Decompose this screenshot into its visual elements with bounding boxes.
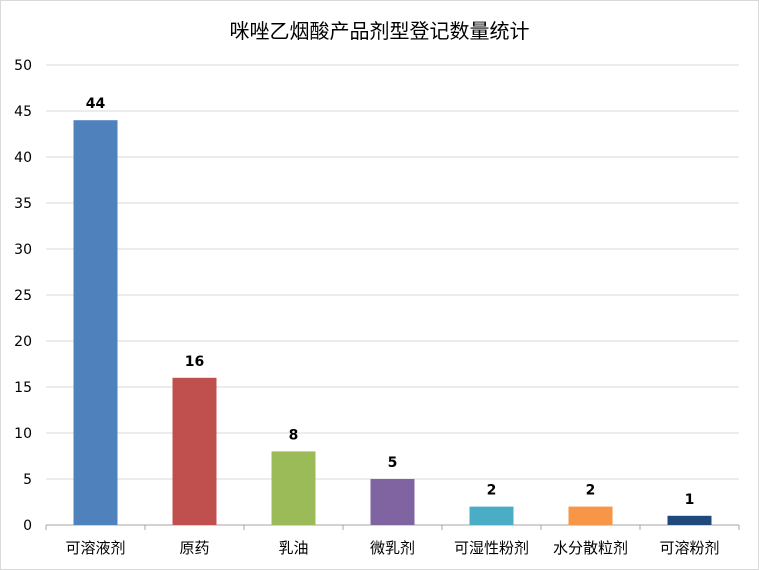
x-tick-label: 乳油 [278, 539, 308, 557]
x-tick-label: 可溶粉剂 [659, 539, 719, 557]
x-tick-label: 水分散粒剂 [553, 539, 628, 557]
y-tick-label: 35 [14, 196, 32, 212]
y-tick-label: 5 [23, 472, 32, 488]
bar [469, 506, 514, 525]
chart-title: 咪唑乙烟酸产品剂型登记数量统计 [229, 19, 530, 43]
y-tick-label: 10 [14, 426, 32, 442]
y-tick-label: 30 [14, 242, 32, 258]
data-label: 44 [86, 96, 106, 112]
y-tick-label: 25 [14, 288, 32, 304]
y-tick-label: 45 [14, 104, 32, 120]
bar [568, 506, 613, 525]
bar [370, 479, 415, 525]
bar [667, 515, 712, 525]
data-label: 5 [388, 455, 398, 471]
bar [271, 451, 316, 525]
data-label: 2 [487, 483, 497, 499]
bar [172, 377, 217, 525]
y-tick-label: 20 [14, 334, 32, 350]
y-tick-label: 15 [14, 380, 32, 396]
data-label: 2 [586, 483, 596, 499]
bar [73, 120, 118, 525]
data-label: 1 [685, 492, 695, 508]
x-tick-label: 可溶液剂 [65, 539, 125, 557]
y-tick-label: 40 [14, 150, 32, 166]
y-tick-label: 50 [14, 58, 32, 74]
data-label: 16 [185, 354, 204, 370]
x-tick-label: 微乳剂 [370, 539, 415, 557]
x-tick-label: 可湿性粉剂 [454, 539, 529, 557]
x-tick-label: 原药 [179, 539, 209, 557]
y-tick-label: 0 [23, 518, 32, 534]
data-label: 8 [289, 427, 299, 443]
